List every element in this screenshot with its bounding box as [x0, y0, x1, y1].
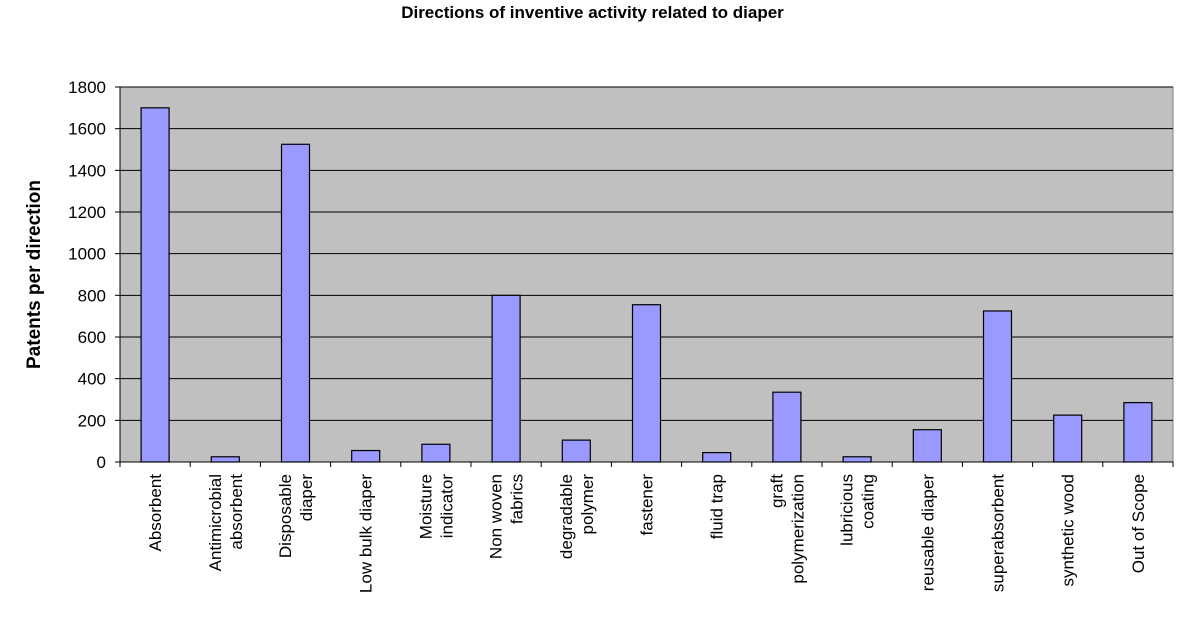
x-category-label: superabsorbent [989, 474, 1008, 592]
x-category-label: Absorbent [146, 474, 165, 552]
bar [702, 452, 732, 463]
x-category-label: Antimicrobial absorbent [206, 474, 246, 572]
bar [1123, 402, 1153, 463]
x-category-label: Out of Scope [1129, 474, 1148, 573]
y-tick-label: 1200 [68, 203, 106, 222]
x-category-label: degradable polymer [557, 474, 597, 559]
x-category-label: Low bulk diaper [357, 474, 376, 593]
x-category-label: fastener [638, 474, 657, 536]
x-category-label: lubricious coating [838, 474, 878, 546]
y-tick-label: 1400 [68, 161, 106, 180]
y-tick-label: 1000 [68, 245, 106, 264]
bar [1053, 414, 1083, 463]
x-category-label: fluid trap [708, 474, 727, 539]
bar [561, 439, 591, 463]
bars [140, 107, 1153, 463]
bar [631, 304, 662, 463]
bar [912, 429, 942, 463]
x-category-label: synthetic wood [1059, 474, 1078, 586]
x-category-label: graft polymerization [767, 474, 807, 584]
x-category-label: Moisture indicator [416, 474, 456, 540]
bar [280, 143, 311, 463]
bar [140, 107, 170, 463]
y-tick-label: 200 [78, 411, 106, 430]
chart-title: Directions of inventive activity related… [401, 3, 784, 22]
bar [421, 443, 451, 463]
y-axis-title: Patents per direction [24, 180, 45, 369]
bar [210, 456, 240, 463]
y-tick-label: 400 [78, 370, 106, 389]
y-tick-label: 800 [78, 286, 106, 305]
y-tick-label: 1600 [68, 120, 106, 139]
x-category-label: Non woven fabrics [487, 474, 527, 559]
bar [772, 391, 802, 463]
y-tick-label: 0 [97, 453, 106, 472]
y-tick-label: 600 [78, 328, 106, 347]
bar [842, 456, 872, 463]
bar [491, 294, 521, 463]
axes [115, 86, 1174, 467]
bar [982, 310, 1013, 463]
y-tick-labels: 0 200 400 600 800 1000 1200 1400 1600 1800 [68, 78, 106, 472]
x-category-labels: Absorbent Antimicrobial absorbent Disposabl… [146, 474, 1148, 593]
bar [351, 449, 381, 463]
x-category-label: reusable diaper [918, 474, 937, 592]
y-tick-label: 1800 [68, 78, 106, 97]
x-category-label: Disposable diaper [276, 474, 316, 558]
